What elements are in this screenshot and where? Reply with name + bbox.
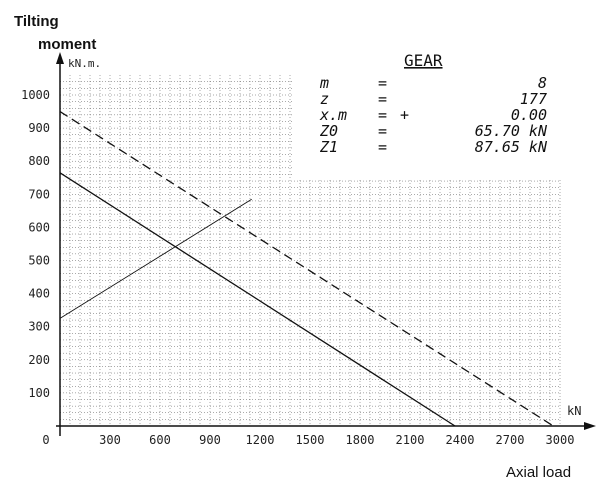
gear-row: m = 8 [319,74,547,92]
x-tick-label: 2700 [496,433,525,447]
y-axis-title-line2: moment [38,36,96,53]
gear-row: x.m = +0.00 [319,106,547,124]
gear-row-equals: = [378,106,387,124]
gear-row-equals: = [378,138,387,156]
x-axis-title: Axial load [506,464,571,481]
gear-row: Z1 = 87.65 kN [319,138,548,156]
series-line [59,198,252,319]
gear-row-value: 8 [538,74,547,92]
x-tick-label: 900 [199,433,221,447]
x-tick-label: 0 [42,433,49,447]
y-tick-label: 200 [28,353,50,367]
gear-row-equals: = [378,122,387,140]
gear-row-value: 0.00 [511,106,547,124]
series [59,111,554,427]
gear-row-sign: + [400,106,409,124]
y-axis-arrow [56,52,64,64]
x-tick-label: 3000 [546,433,575,447]
gear-row-value: 87.65 kN [475,138,548,156]
gear-row-label: m [319,74,329,92]
gear-row-equals: = [378,90,387,108]
axes [56,52,596,436]
x-axis-unit: kN [567,404,581,418]
gear-row: z = 177 [320,90,547,108]
gear-title: GEAR [404,51,443,70]
y-axis-title-line1: Tilting [14,13,59,30]
x-tick-label: 600 [149,433,171,447]
y-tick-label: 300 [28,320,50,334]
y-tick-label: 500 [28,254,50,268]
x-tick-label: 1200 [246,433,275,447]
x-tick-label: 300 [99,433,121,447]
gear-parameters: m = 8 z = 177 x.m = +0.00 Z0 = 65.70 kN Z1 = 87.65 kN [319,74,548,156]
gear-row-label: x.m [319,106,347,124]
gear-row-value: 65.70 kN [475,122,548,140]
y-tick-label: 600 [28,220,50,234]
y-tick-label: 100 [28,386,50,400]
gear-info-background [294,46,588,180]
x-tick-label: 2400 [446,433,475,447]
gear-row-label: Z1 [319,138,338,156]
series-line [59,172,456,427]
x-tick-label: 2100 [396,433,425,447]
gear-row-equals: = [378,74,387,92]
x-axis-arrow [584,422,596,430]
x-tick-label: 1500 [296,433,325,447]
gear-row-label: z [320,90,329,108]
y-axis-unit: kN.m. [68,57,101,70]
y-tick-label: 400 [28,287,50,301]
gear-row: Z0 = 65.70 kN [319,122,548,140]
y-tick-label: 1000 [21,88,50,102]
y-tick-label: 800 [28,154,50,168]
y-tick-label: 700 [28,187,50,201]
gear-row-label: Z0 [319,122,338,140]
gear-row-value: 177 [520,90,547,108]
y-tick-label: 900 [28,121,50,135]
x-tick-label: 1800 [346,433,375,447]
tick-labels: 0 300 600 900 1200 1500 1800 2100 2400 2700 3000 10… [21,88,574,447]
